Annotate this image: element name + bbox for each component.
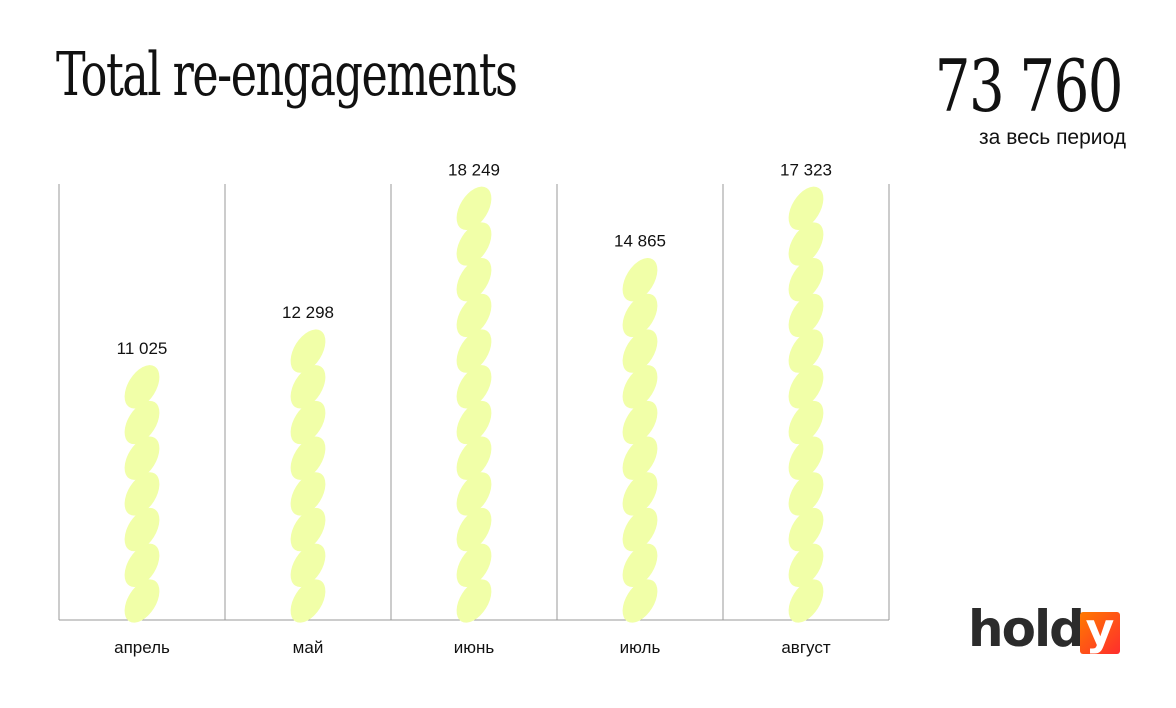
bar-leaf: [622, 472, 658, 516]
holdy-logo: hold y: [968, 600, 1124, 658]
bar-leaf: [290, 329, 326, 373]
bar-leaf: [290, 579, 326, 623]
bar-leaf: [124, 507, 160, 552]
bar-leaf: [788, 222, 824, 266]
bar-leaf: [124, 436, 160, 480]
bar-leaf: [290, 400, 326, 445]
bar-апрель: [124, 365, 160, 623]
bar-leaf: [124, 579, 160, 623]
logo-letter: y: [1085, 604, 1115, 655]
bar-leaf: [788, 365, 824, 409]
total-value: 73 760: [934, 44, 1124, 128]
chart-grid: [58, 184, 890, 621]
bar-leaf: [622, 365, 658, 409]
bar-leaf: [456, 507, 492, 552]
bar-leaf: [788, 543, 824, 587]
category-label: август: [781, 638, 830, 657]
bar-май: [290, 329, 326, 623]
bar-leaf: [788, 400, 824, 445]
bar-leaf: [622, 507, 658, 552]
bar-leaf: [788, 329, 824, 373]
bar-leaf: [622, 258, 658, 302]
bar-leaf: [788, 436, 824, 480]
bar-июль: [622, 258, 658, 623]
bar-leaf: [456, 258, 492, 302]
bar-leaf: [622, 543, 658, 587]
chart-bars: [124, 186, 824, 623]
bar-leaf: [622, 293, 658, 338]
bar-leaf: [456, 186, 492, 230]
bar-leaf: [456, 293, 492, 338]
data-label: 17 323: [780, 160, 832, 179]
bar-leaf: [788, 186, 824, 230]
category-label: апрель: [114, 638, 170, 657]
bar-август: [788, 186, 824, 623]
data-label: 14 865: [614, 232, 666, 251]
bar-leaf: [456, 400, 492, 445]
chart-labels: 11 025 апрель 12 298 май 18 249 июнь 14 865 июл…: [114, 160, 832, 657]
bar-leaf: [622, 329, 658, 373]
data-label: 12 298: [282, 303, 334, 322]
data-label: 18 249: [448, 160, 500, 179]
bar-leaf: [456, 472, 492, 516]
bar-leaf: [622, 579, 658, 623]
data-label: 11 025: [117, 339, 168, 358]
bar-leaf: [290, 543, 326, 587]
bar-leaf: [290, 507, 326, 552]
bar-leaf: [124, 543, 160, 587]
bar-leaf: [622, 400, 658, 445]
bar-leaf: [456, 365, 492, 409]
bar-leaf: [124, 400, 160, 445]
bar-leaf: [788, 258, 824, 302]
bar-leaf: [788, 579, 824, 623]
bar-leaf: [622, 436, 658, 480]
bar-leaf: [456, 543, 492, 587]
bar-июнь: [456, 186, 492, 623]
bar-leaf: [456, 222, 492, 266]
bar-leaf: [124, 365, 160, 409]
bar-leaf: [788, 293, 824, 338]
bar-leaf: [456, 329, 492, 373]
logo-text: hold: [968, 600, 1085, 658]
bar-leaf: [788, 507, 824, 552]
bar-leaf: [290, 436, 326, 480]
total-caption: за весь период: [979, 126, 1126, 149]
bar-leaf: [290, 472, 326, 516]
category-label: июнь: [454, 638, 495, 657]
bar-leaf: [456, 436, 492, 480]
bar-leaf: [788, 472, 824, 516]
bar-leaf: [290, 365, 326, 409]
category-label: май: [293, 638, 324, 657]
bar-leaf: [456, 579, 492, 623]
logo-box: y: [1080, 604, 1120, 655]
chart-title: Total re-engagements: [56, 40, 518, 110]
bar-leaf: [124, 472, 160, 516]
category-label: июль: [620, 638, 661, 657]
